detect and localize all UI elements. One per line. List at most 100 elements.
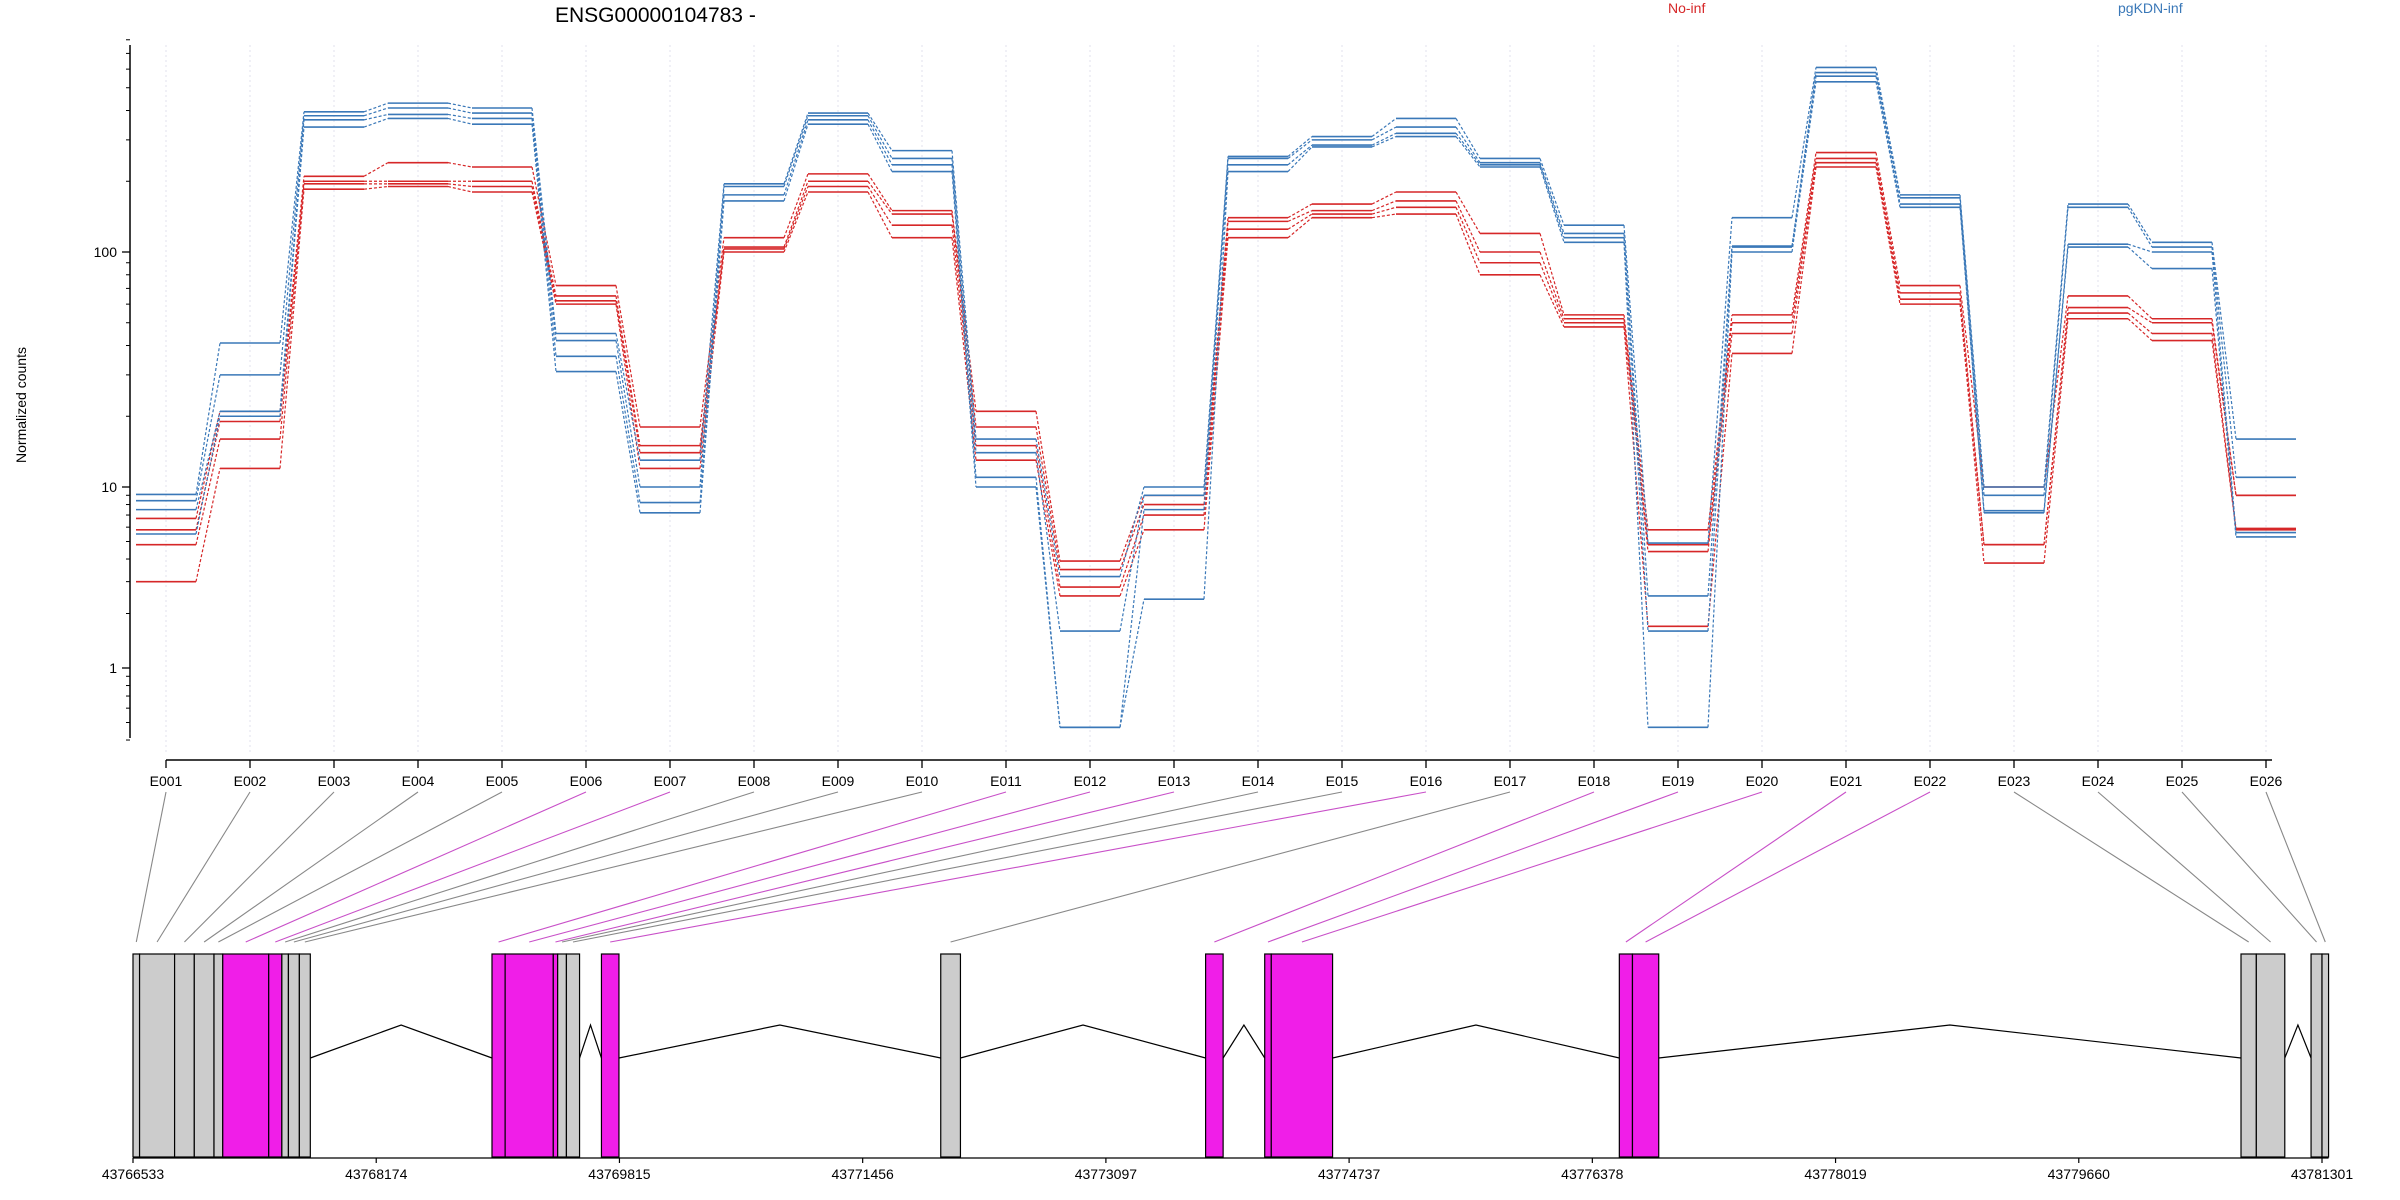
x-tick-label-e005: E005 bbox=[486, 773, 519, 789]
connector-e025 bbox=[2181, 791, 2317, 943]
gene-coordinate-label: 43769815 bbox=[588, 1166, 651, 1182]
x-tick-label-e020: E020 bbox=[1746, 773, 1779, 789]
series-1-no-inf bbox=[136, 161, 2296, 588]
series-transition bbox=[1539, 164, 1565, 238]
series-3-no-inf bbox=[136, 151, 2296, 562]
connector-e006 bbox=[245, 791, 587, 943]
series-transition bbox=[1035, 426, 1061, 570]
y-tick-label: 1 bbox=[109, 660, 117, 676]
series-transition bbox=[1539, 251, 1565, 319]
series-0-no-inf bbox=[136, 166, 2296, 628]
series-transition bbox=[1959, 207, 1985, 513]
connector-e005 bbox=[218, 791, 503, 943]
gene-model: 43766533 43768174 43769815 43771456 43773097… bbox=[102, 953, 2354, 1182]
series-transition bbox=[1203, 164, 1229, 510]
series-transition bbox=[867, 173, 893, 211]
intron bbox=[960, 1024, 1206, 1059]
series-transition bbox=[1371, 213, 1397, 219]
exon-box-e011 bbox=[491, 953, 506, 1158]
x-tick-label-e003: E003 bbox=[318, 773, 351, 789]
series-transition bbox=[195, 421, 221, 530]
series-transition bbox=[1623, 326, 1649, 627]
x-tick-label-e010: E010 bbox=[906, 773, 939, 789]
series-transition bbox=[2211, 333, 2237, 529]
series-transition bbox=[363, 113, 389, 121]
series-transition bbox=[951, 150, 977, 440]
exon-box-e021 bbox=[1618, 953, 1634, 1158]
series-transition bbox=[2127, 203, 2153, 243]
x-tick-label-e023: E023 bbox=[1998, 773, 2031, 789]
series-transition bbox=[867, 186, 893, 226]
series-transition bbox=[531, 107, 557, 334]
series-transition bbox=[1203, 171, 1229, 600]
series-transition bbox=[1035, 445, 1061, 588]
series-transition bbox=[1791, 166, 1817, 354]
series-transition bbox=[1287, 203, 1313, 219]
x-tick-label-e007: E007 bbox=[654, 773, 687, 789]
connector-e011 bbox=[498, 791, 1007, 943]
series-transition bbox=[1119, 495, 1145, 562]
connector-e023 bbox=[2013, 791, 2249, 943]
series-transition bbox=[615, 371, 641, 513]
series-transition bbox=[531, 191, 557, 305]
exon-box-e025 bbox=[2310, 953, 2323, 1158]
exon-box-e020 bbox=[1270, 953, 1334, 1158]
intron bbox=[618, 1024, 941, 1059]
series-transition bbox=[615, 333, 641, 461]
connector-e014 bbox=[561, 791, 1259, 943]
series-transition bbox=[1875, 162, 1901, 300]
x-tick-label-e019: E019 bbox=[1662, 773, 1695, 789]
x-tick-label-e013: E013 bbox=[1158, 773, 1191, 789]
series-transition bbox=[699, 186, 725, 488]
exon-box-e018 bbox=[1205, 953, 1224, 1158]
exon-connectors bbox=[135, 791, 2326, 943]
series-transition bbox=[1455, 207, 1481, 263]
exon-box-e026 bbox=[2321, 953, 2330, 1158]
series-transition bbox=[1119, 599, 1145, 728]
series-transition bbox=[1371, 117, 1397, 138]
series-transition bbox=[951, 158, 977, 453]
series-transition bbox=[1959, 292, 1985, 545]
x-tick-label-e026: E026 bbox=[2250, 773, 2283, 789]
series-transition bbox=[195, 342, 221, 495]
connector-e020 bbox=[1301, 791, 1763, 943]
x-tick-label-e004: E004 bbox=[402, 773, 435, 789]
gene-coordinate-label: 43781301 bbox=[2291, 1166, 2354, 1182]
intron bbox=[1332, 1024, 1620, 1059]
series-transition bbox=[2127, 243, 2153, 253]
series-4-pgkdn-inf bbox=[136, 80, 2296, 729]
grid bbox=[165, 45, 2267, 755]
series-transition bbox=[195, 411, 221, 510]
connector-e024 bbox=[2097, 791, 2271, 943]
series-transition bbox=[279, 115, 305, 375]
series-transition bbox=[1455, 126, 1481, 163]
y-tick-label: 10 bbox=[101, 479, 117, 495]
x-tick-label-e018: E018 bbox=[1578, 773, 1611, 789]
connector-e012 bbox=[529, 791, 1091, 943]
series-transition bbox=[783, 173, 809, 238]
connector-e016 bbox=[610, 791, 1427, 943]
exon-box-e012 bbox=[504, 953, 554, 1158]
exon-box-e002 bbox=[138, 953, 176, 1158]
series-transition bbox=[2043, 318, 2069, 564]
series-transition bbox=[1455, 191, 1481, 234]
exon-box-e005 bbox=[213, 953, 224, 1158]
series-transition bbox=[2127, 318, 2153, 341]
x-tick-label-e009: E009 bbox=[822, 773, 855, 789]
series-transition bbox=[1791, 81, 1817, 253]
series-transition bbox=[531, 113, 557, 341]
exon-box-e023 bbox=[2240, 953, 2257, 1158]
x-tick-label-e017: E017 bbox=[1494, 773, 1527, 789]
series-transition bbox=[1455, 213, 1481, 275]
series-transition bbox=[1791, 152, 1817, 315]
series-transition bbox=[1287, 144, 1313, 166]
series-transition bbox=[279, 176, 305, 412]
series-transition bbox=[1371, 200, 1397, 212]
series-transition bbox=[363, 107, 389, 117]
series-transition bbox=[447, 113, 473, 120]
legend-pgkdn-inf: pgKDN-inf bbox=[2118, 0, 2183, 16]
connector-e013 bbox=[555, 791, 1175, 943]
y-axis-label: Normalized counts bbox=[13, 347, 29, 463]
connector-e010 bbox=[304, 791, 923, 943]
series-transition bbox=[615, 304, 641, 469]
